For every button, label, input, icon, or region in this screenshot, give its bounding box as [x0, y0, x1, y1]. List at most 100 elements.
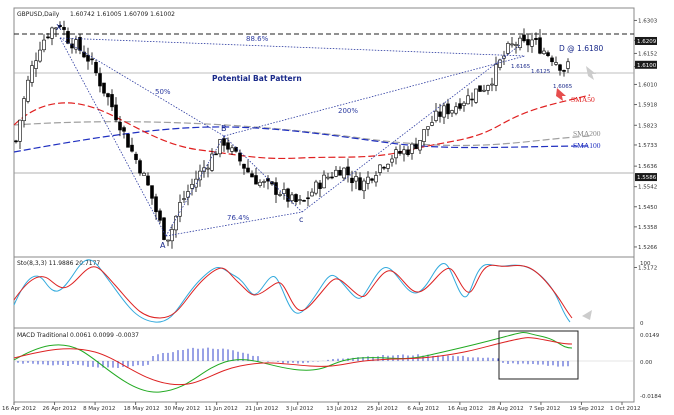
candle-body [246, 167, 250, 173]
candle-body [102, 82, 106, 94]
candle-body [562, 70, 566, 72]
candle-body [338, 170, 342, 176]
date-tick-label: 11 Jun 2012 [205, 406, 238, 412]
candle-body [490, 83, 494, 86]
sma100-label: SMA100 [573, 141, 601, 150]
candle-body [434, 110, 438, 121]
candle-body [210, 153, 214, 171]
candle-body [86, 54, 90, 62]
candle-body [290, 194, 294, 201]
price-tick-label: 1.6152 [638, 51, 657, 57]
candle-body [322, 174, 326, 189]
candle-body [66, 31, 70, 44]
date-axis: 16 Apr 2012 26 Apr 2012 8 May 2012 18 May 2… [2, 402, 641, 412]
candle-body [554, 62, 558, 65]
stoch-level-100: 100 [640, 261, 651, 267]
macd-signal-line [13, 337, 573, 386]
date-tick-label: 19 Sep 2012 [569, 406, 604, 412]
candle-body [18, 119, 22, 142]
candle-body [382, 166, 386, 169]
candle-body [130, 144, 134, 152]
date-tick-label: 25 Jul 2012 [367, 406, 398, 412]
price-axis: 1.63031.62121.61521.60921.60101.59181.58… [634, 18, 658, 271]
candle-body [530, 39, 534, 47]
candle-body [506, 43, 510, 54]
pattern-title: Potential Bat Pattern [212, 74, 302, 83]
candle-body [118, 121, 122, 131]
date-tick-label: 21 Jun 2012 [245, 406, 278, 412]
gray-arrow-icon [586, 66, 596, 80]
candle-body [190, 184, 194, 189]
candle-body [410, 143, 414, 154]
level-3-label: 1.6065 [553, 84, 573, 90]
candle-body [274, 182, 278, 195]
price-box-label: 1.5586 [637, 175, 657, 181]
candle-body [90, 58, 94, 61]
macd-tick-zero: 0.00 [640, 360, 653, 366]
price-tick-label: 1.6010 [638, 82, 658, 88]
sma200-line [13, 121, 591, 147]
candle-body [362, 180, 366, 192]
candle-body [446, 103, 450, 115]
stoch-d-line [13, 264, 573, 319]
point-x-label: X [56, 23, 62, 32]
candle-body [538, 37, 542, 54]
candle-body [550, 57, 554, 63]
candle-body [430, 122, 434, 126]
date-tick-label: 26 Apr 2012 [43, 406, 77, 412]
candle-body [150, 185, 154, 199]
candle-body [302, 200, 306, 202]
candle-body [442, 105, 446, 118]
candle-body [474, 88, 478, 103]
price-box-label: 1.6100 [637, 63, 657, 69]
price-box [635, 60, 657, 69]
candle-body [206, 167, 210, 170]
candle-body [426, 126, 430, 130]
candle-body [318, 182, 322, 189]
candle-body [226, 142, 230, 150]
price-box-label: 1.6209 [637, 39, 657, 45]
macd-highlight-box [498, 330, 579, 380]
candle-body [326, 176, 330, 179]
price-tick-label: 1.6303 [638, 18, 658, 24]
price-level-boxes: 1.6209 1.6100 1.5586 [635, 36, 657, 182]
candle-body [74, 39, 78, 50]
candle-body [238, 152, 242, 162]
candle-body [214, 153, 218, 156]
candle-body [222, 138, 226, 146]
pattern-ab [165, 135, 225, 237]
candle-body [374, 175, 378, 183]
candle-body [342, 167, 346, 179]
candle-body [94, 62, 98, 74]
fib-bd-label: 200% [338, 107, 358, 115]
candle-body [98, 73, 102, 87]
candle-body [458, 103, 462, 109]
candle-body [138, 160, 142, 174]
stoch-title: Sto(8,3,3) 11.9886 20.7177 [17, 260, 100, 267]
candle-body [38, 49, 42, 62]
candle-body [146, 175, 150, 186]
candle-body [314, 181, 318, 194]
candle-body [462, 102, 466, 106]
candle-body [114, 104, 118, 121]
point-a-label: A [160, 241, 166, 250]
candle-body [26, 79, 30, 102]
candle-body [514, 44, 518, 46]
candle-body [546, 52, 550, 56]
candle-body [478, 85, 482, 92]
candle-body [330, 176, 334, 179]
candle-body [158, 210, 162, 221]
candle-body [182, 198, 186, 200]
date-tick-label: 28 Aug 2012 [488, 406, 523, 412]
stoch-level-0: 0 [640, 321, 644, 327]
candle-body [230, 147, 234, 152]
fib-xd-label: 88.6% [246, 35, 269, 43]
candle-body [542, 50, 546, 54]
candle-body [418, 140, 422, 151]
macd-tick-top: 0.0149 [640, 333, 660, 339]
sma200-label: SMA200 [573, 129, 601, 138]
candle-body [450, 110, 454, 114]
target-label: D @ 1.6180 [559, 44, 604, 53]
candle-body [62, 27, 66, 30]
candle-body [34, 60, 38, 69]
